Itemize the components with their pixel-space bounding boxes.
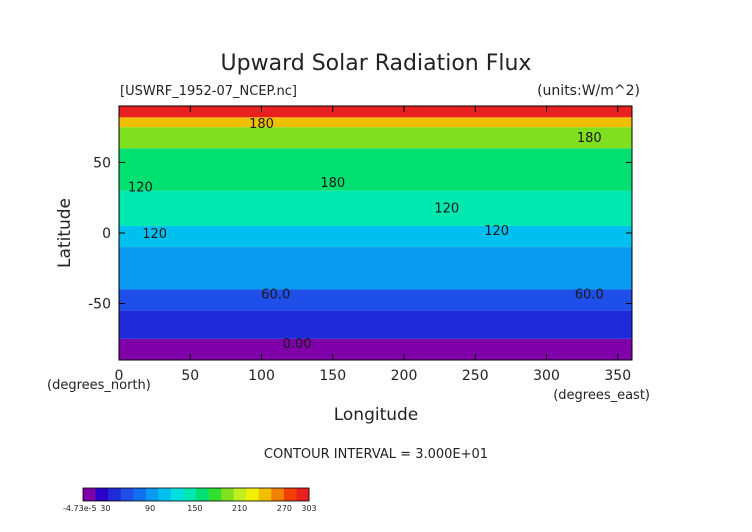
- colorbar-swatch: [246, 488, 260, 501]
- colorbar-tick-label: 90: [145, 504, 155, 513]
- x-tick-label: 250: [462, 368, 489, 384]
- heatmap-band: [119, 127, 632, 149]
- heatmap-band: [119, 225, 632, 248]
- contour-label: 120: [484, 224, 509, 239]
- colorbar-swatch: [221, 488, 235, 501]
- x-tick-label: 100: [248, 368, 275, 384]
- units-label: (units:W/m^2): [537, 83, 640, 99]
- x-tick-label: 200: [391, 368, 418, 384]
- heatmap-band: [119, 148, 632, 191]
- file-label: [USWRF_1952-07_NCEP.nc]: [120, 84, 297, 99]
- x-tick-label: 350: [604, 368, 631, 384]
- contour-label: 120: [434, 202, 459, 217]
- chart-title: Upward Solar Radiation Flux: [221, 51, 532, 76]
- colorbar-tick-label: 150: [187, 504, 202, 513]
- x-tick-label: 0: [115, 368, 124, 384]
- contour-interval-label: CONTOUR INTERVAL = 3.000E+01: [264, 447, 488, 462]
- heatmap-band: [119, 106, 632, 118]
- colorbar-labels: 30 90 150 210 270 303: [100, 504, 316, 513]
- colorbar-swatch: [233, 488, 247, 501]
- colorbar-frame: [82, 487, 310, 502]
- colorbar: [82, 487, 310, 502]
- x-axis-label: Longitude: [334, 405, 419, 425]
- colorbar-swatch: [145, 488, 159, 501]
- y-axis-label: Latitude: [55, 198, 75, 268]
- y-tick-label: 0: [102, 226, 111, 242]
- colorbar-swatch: [108, 488, 122, 501]
- y-axis-ticks: -50 0 50: [88, 155, 632, 313]
- colorbar-swatch: [183, 488, 197, 501]
- colorbar-swatch: [258, 488, 272, 501]
- x-tick-label: 300: [533, 368, 560, 384]
- heatmap-band: [119, 310, 632, 339]
- heatmap-band: [119, 247, 632, 290]
- contour-label: 120: [128, 180, 153, 195]
- colorbar-tick-label: 30: [100, 504, 110, 513]
- colorbar-swatch: [95, 488, 109, 501]
- colorbar-swatch: [271, 488, 285, 501]
- heatmap-band: [119, 190, 632, 226]
- y-unit-label: (degrees_north): [47, 378, 151, 393]
- x-tick-label: 150: [319, 368, 346, 384]
- x-axis-ticks: 0 50 100 150 200 250 300 350: [115, 106, 631, 384]
- contour-label: 60.0: [261, 288, 290, 303]
- colorbar-tick-label: 270: [277, 504, 292, 513]
- colorbar-swatch: [283, 488, 297, 501]
- colorbar-swatch: [196, 488, 210, 501]
- contour-label: 180: [320, 176, 345, 191]
- colorbar-tick-label: 303: [301, 504, 316, 513]
- x-tick-label: 50: [181, 368, 199, 384]
- colorbar-min-label: -4.73e-5: [63, 504, 97, 513]
- contour-label: 60.0: [575, 288, 604, 303]
- colorbar-swatch: [296, 488, 310, 501]
- colorbar-swatch: [158, 488, 172, 501]
- contour-label: 0.00: [283, 337, 312, 352]
- contour-label: 120: [142, 227, 167, 242]
- colorbar-swatch: [170, 488, 184, 501]
- colorbar-tick-label: 210: [232, 504, 247, 513]
- colorbar-swatch: [133, 488, 147, 501]
- contour-label-layer: 180 180 180 120 120 120 120 60.0 60.0 0.00: [128, 117, 604, 352]
- plot-area: [119, 106, 632, 360]
- y-tick-label: -50: [88, 297, 111, 313]
- contour-label: 180: [577, 131, 602, 146]
- x-unit-label: (degrees_east): [553, 388, 650, 403]
- contour-label: 180: [249, 117, 274, 132]
- colorbar-swatch: [120, 488, 134, 501]
- heatmap-band: [119, 117, 632, 128]
- colorbar-swatch: [208, 488, 222, 501]
- y-tick-label: 50: [93, 155, 111, 171]
- colorbar-swatch: [83, 488, 97, 501]
- heatmap-band: [119, 338, 632, 360]
- heatmap-band: [119, 289, 632, 311]
